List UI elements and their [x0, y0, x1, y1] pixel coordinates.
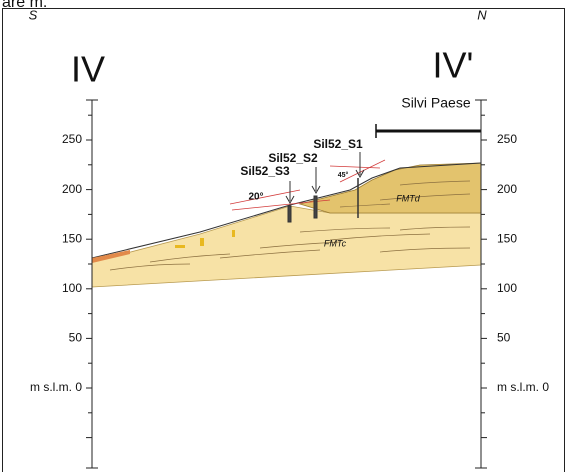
header-fragment: are m. — [2, 0, 47, 11]
borehole-label: Sil52_S3 — [240, 164, 290, 178]
elevation-label: 250 — [497, 132, 517, 146]
slope-deposit — [92, 250, 130, 263]
dip-angle: 45° — [338, 171, 349, 179]
bedding — [109, 180, 471, 271]
elevation-label: 50 — [497, 331, 511, 345]
borehole-label: Sil52_S1 — [313, 137, 363, 151]
frame — [2, 8, 565, 472]
terrain — [91, 162, 482, 259]
orientation-left: S — [29, 7, 38, 22]
unit-label: FMTc — [324, 238, 347, 248]
elevation-label: 250 — [62, 132, 82, 146]
elevation-label: 200 — [497, 182, 517, 196]
orientation-right: N — [477, 7, 487, 22]
section-right: IV' — [433, 45, 474, 86]
ticks: 250 200 150 100 50 m s.l.m. 0 250 200 150 100 50 m … — [30, 114, 549, 439]
elevation-label: 100 — [62, 281, 82, 295]
locality-bar — [375, 124, 481, 138]
elevation-label: m s.l.m. 0 — [497, 380, 549, 394]
unit-label: FMTd — [396, 193, 420, 203]
locality: Silvi Paese — [401, 95, 470, 111]
dip-angle: 20° — [248, 192, 263, 203]
elevation-label: 100 — [497, 281, 517, 295]
elevation-label: m s.l.m. 0 — [30, 380, 82, 394]
unit-fmtd — [298, 162, 482, 214]
lenses — [175, 230, 235, 248]
axes — [86, 99, 487, 469]
section-left: IV — [71, 49, 105, 90]
elevation-label: 150 — [497, 231, 517, 245]
elevation-label: 200 — [62, 182, 82, 196]
elevation-label: 150 — [62, 231, 82, 245]
borehole-label: Sil52_S2 — [268, 151, 318, 165]
elevation-label: 50 — [69, 331, 83, 345]
boreholes — [285, 152, 365, 223]
unit-fmtc — [91, 205, 482, 288]
